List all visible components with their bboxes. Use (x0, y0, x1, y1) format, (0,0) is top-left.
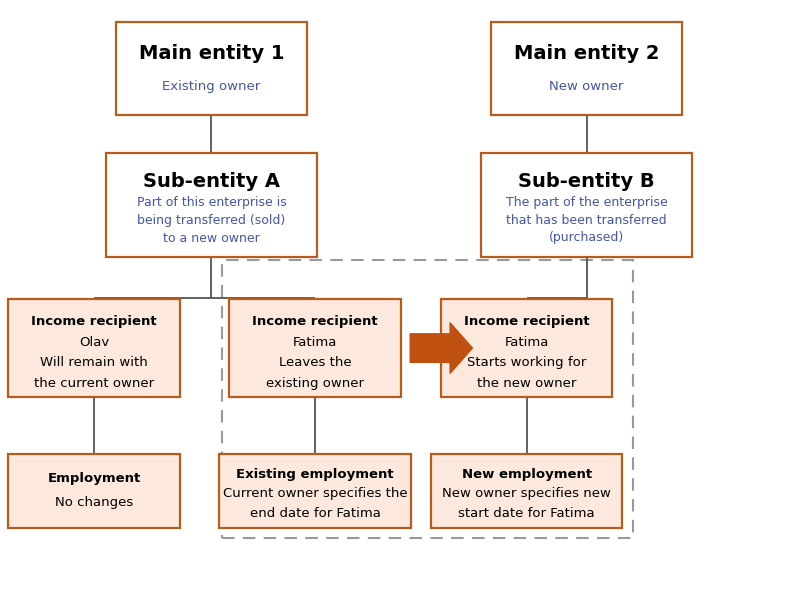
Text: Current owner specifies the: Current owner specifies the (223, 487, 408, 500)
Text: Income recipient: Income recipient (31, 315, 157, 328)
Text: Will remain with: Will remain with (40, 356, 148, 369)
Text: Sub-entity B: Sub-entity B (518, 172, 655, 191)
Text: Income recipient: Income recipient (464, 315, 590, 328)
Text: the new owner: the new owner (477, 377, 576, 390)
FancyBboxPatch shape (431, 453, 622, 528)
Text: Income recipient: Income recipient (252, 315, 378, 328)
Polygon shape (410, 322, 472, 374)
Text: end date for Fatima: end date for Fatima (250, 507, 381, 520)
Text: existing owner: existing owner (267, 377, 364, 390)
Text: the current owner: the current owner (34, 377, 154, 390)
Text: Fatima: Fatima (504, 336, 549, 349)
FancyBboxPatch shape (105, 154, 318, 257)
FancyBboxPatch shape (116, 22, 307, 114)
Text: Main entity 2: Main entity 2 (514, 44, 659, 63)
Text: that has been transferred: that has been transferred (506, 214, 667, 227)
Text: (purchased): (purchased) (549, 231, 624, 245)
FancyBboxPatch shape (440, 299, 612, 397)
FancyBboxPatch shape (219, 453, 411, 528)
Text: being transferred (sold): being transferred (sold) (137, 214, 286, 227)
Text: Main entity 1: Main entity 1 (139, 44, 284, 63)
Text: New employment: New employment (461, 468, 592, 481)
FancyBboxPatch shape (8, 453, 180, 528)
Text: Employment: Employment (48, 472, 140, 486)
Text: New owner: New owner (549, 80, 624, 93)
Text: Starts working for: Starts working for (467, 356, 587, 369)
Text: Fatima: Fatima (293, 336, 338, 349)
FancyBboxPatch shape (230, 299, 401, 397)
Text: New owner specifies new: New owner specifies new (442, 487, 611, 500)
Text: Existing employment: Existing employment (236, 468, 394, 481)
Text: Olav: Olav (79, 336, 109, 349)
FancyBboxPatch shape (491, 22, 682, 114)
Text: Part of this enterprise is: Part of this enterprise is (136, 196, 286, 209)
Bar (222, 260, 633, 538)
Text: to a new owner: to a new owner (163, 231, 260, 245)
FancyBboxPatch shape (8, 299, 180, 397)
Text: Sub-entity A: Sub-entity A (143, 172, 280, 191)
Text: Existing owner: Existing owner (162, 80, 261, 93)
Text: No changes: No changes (55, 496, 133, 509)
Text: The part of the enterprise: The part of the enterprise (506, 196, 667, 209)
FancyBboxPatch shape (480, 154, 692, 257)
Text: Leaves the: Leaves the (279, 356, 352, 369)
Text: start date for Fatima: start date for Fatima (458, 507, 595, 520)
